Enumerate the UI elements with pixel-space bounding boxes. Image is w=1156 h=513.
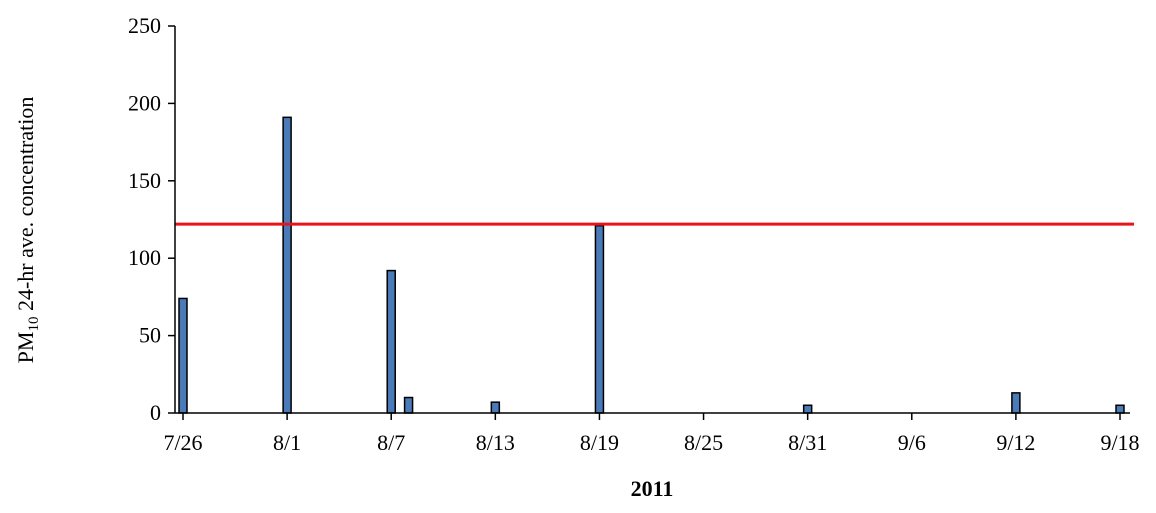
bar (386, 269, 396, 414)
y-tick-label: 200 (128, 90, 161, 115)
x-tick-label: 8/7 (377, 430, 405, 455)
x-tick-label: 8/13 (476, 430, 515, 455)
x-axis-ticks: 7/26 8/1 8/7 8/13 8/19 8/25 8/31 9/6 9/12 9/18 (163, 413, 1140, 455)
y-axis-title-main: PM (13, 332, 38, 364)
x-tick-label: 8/1 (273, 430, 301, 455)
x-tick-label: 7/26 (163, 430, 202, 455)
y-axis-title-rest: 24-hr ave. concentration (13, 97, 38, 317)
bar (1115, 404, 1125, 414)
x-tick-label: 8/25 (684, 430, 723, 455)
bars (178, 116, 1125, 414)
bar (282, 116, 292, 414)
bar (490, 401, 501, 414)
y-axis-ticks: 0 50 100 150 200 250 (128, 13, 175, 425)
bar (594, 224, 605, 414)
bar (178, 297, 188, 414)
x-axis-title: 2011 (631, 476, 674, 501)
y-tick-label: 250 (128, 13, 161, 38)
x-tick-label: 9/12 (996, 430, 1035, 455)
x-tick-label: 8/19 (580, 430, 619, 455)
bar (802, 404, 813, 414)
y-tick-label: 100 (128, 245, 161, 270)
x-tick-label: 9/6 (898, 430, 926, 455)
y-tick-label: 150 (128, 168, 161, 193)
bar (403, 396, 414, 414)
y-tick-label: 0 (150, 400, 161, 425)
y-tick-label: 50 (139, 323, 161, 348)
y-axis-title: PM10 24-hr ave. concentration (13, 97, 42, 364)
x-tick-label: 9/18 (1100, 430, 1139, 455)
x-tick-label: 8/31 (788, 430, 827, 455)
y-axis-title-subscript: 10 (26, 317, 42, 332)
bar (1011, 392, 1021, 414)
